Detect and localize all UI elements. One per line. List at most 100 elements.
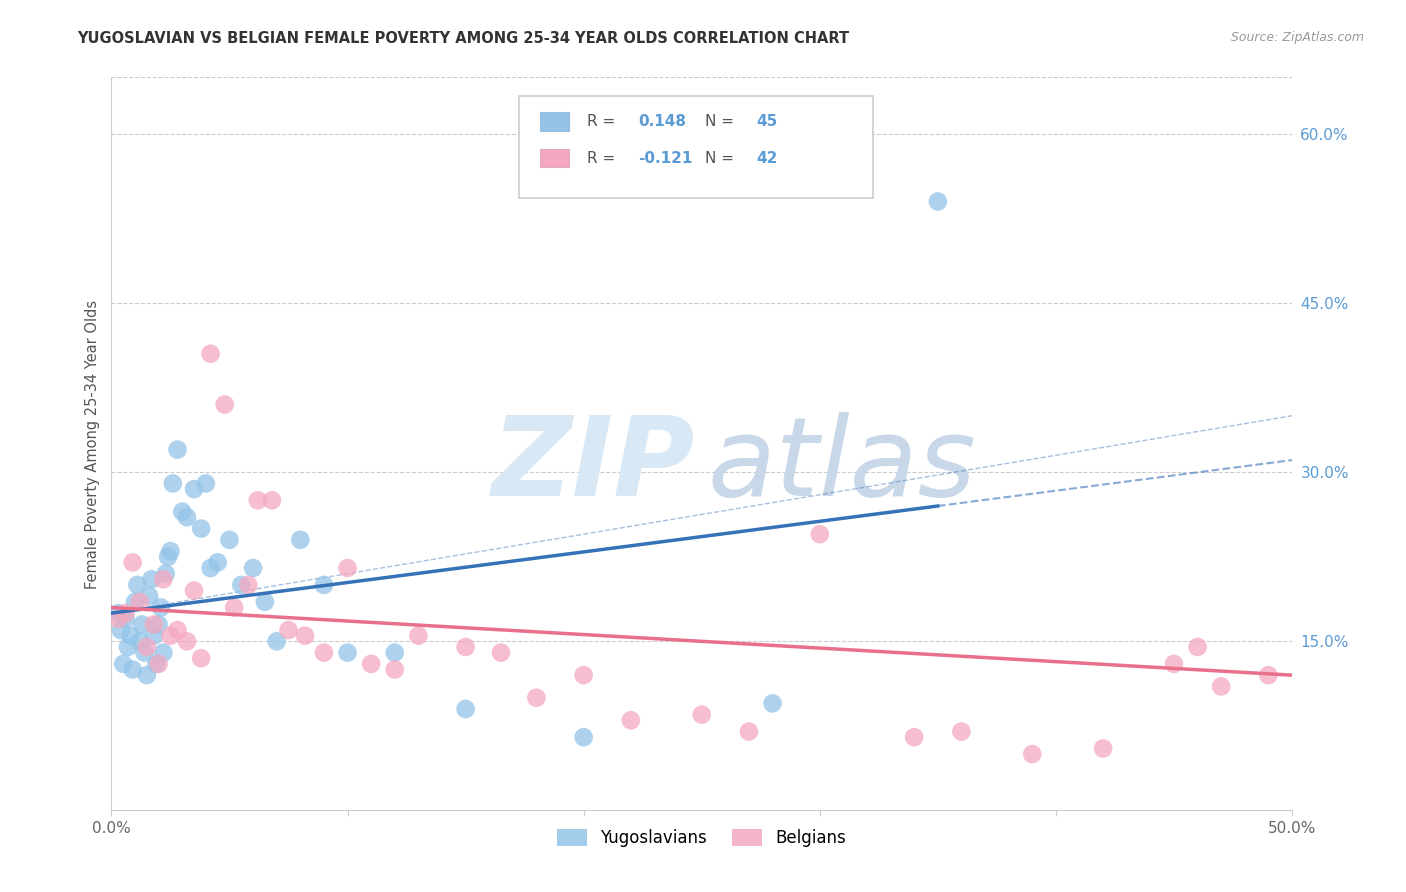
Point <box>238 578 260 592</box>
Point <box>128 634 150 648</box>
Point <box>224 600 246 615</box>
Point <box>145 657 167 671</box>
Point <box>454 702 477 716</box>
Point <box>124 595 146 609</box>
Point <box>183 482 205 496</box>
Point <box>190 522 212 536</box>
Point <box>808 527 831 541</box>
Point <box>927 194 949 209</box>
Point <box>266 634 288 648</box>
Point <box>176 634 198 648</box>
Point <box>166 442 188 457</box>
Point <box>200 347 222 361</box>
Point <box>155 566 177 581</box>
Point <box>127 578 149 592</box>
Point <box>138 589 160 603</box>
Text: N =: N = <box>706 151 740 166</box>
Text: N =: N = <box>706 114 740 129</box>
Point <box>114 612 136 626</box>
FancyBboxPatch shape <box>540 112 569 130</box>
Point <box>408 629 430 643</box>
Point <box>152 572 174 586</box>
Point <box>135 668 157 682</box>
Point <box>157 549 180 564</box>
Point <box>1021 747 1043 761</box>
Point <box>166 623 188 637</box>
Point <box>246 493 269 508</box>
Point <box>572 730 595 744</box>
Text: ZIP: ZIP <box>492 412 696 519</box>
Text: 45: 45 <box>756 114 778 129</box>
Point <box>162 476 184 491</box>
Point <box>141 572 163 586</box>
Point <box>152 646 174 660</box>
Point <box>218 533 240 547</box>
Point <box>260 493 283 508</box>
Point <box>950 724 973 739</box>
Point <box>148 617 170 632</box>
Point <box>489 646 512 660</box>
Text: R =: R = <box>588 151 620 166</box>
Point <box>142 617 165 632</box>
Point <box>903 730 925 744</box>
Point <box>360 657 382 671</box>
Point <box>120 629 142 643</box>
Point <box>200 561 222 575</box>
Text: -0.121: -0.121 <box>638 151 692 166</box>
Point <box>190 651 212 665</box>
Legend: Yugoslavians, Belgians: Yugoslavians, Belgians <box>550 822 853 854</box>
Point <box>572 668 595 682</box>
Point <box>384 663 406 677</box>
Point <box>176 510 198 524</box>
Text: 42: 42 <box>756 151 778 166</box>
Point <box>1257 668 1279 682</box>
Point <box>142 629 165 643</box>
Point <box>114 606 136 620</box>
Point <box>207 555 229 569</box>
Point <box>183 583 205 598</box>
Point <box>117 640 139 654</box>
Point <box>148 657 170 671</box>
Point <box>172 505 194 519</box>
Point <box>150 600 173 615</box>
Point <box>107 612 129 626</box>
Text: Source: ZipAtlas.com: Source: ZipAtlas.com <box>1230 31 1364 45</box>
Point <box>134 646 156 660</box>
Point <box>112 657 135 671</box>
FancyBboxPatch shape <box>519 95 873 198</box>
Point <box>231 578 253 592</box>
Point <box>336 561 359 575</box>
Point <box>159 544 181 558</box>
Point <box>242 561 264 575</box>
Point <box>454 640 477 654</box>
Point <box>1163 657 1185 671</box>
Point <box>312 578 335 592</box>
Point <box>121 663 143 677</box>
Point <box>336 646 359 660</box>
Point <box>294 629 316 643</box>
Point <box>194 476 217 491</box>
Point <box>121 555 143 569</box>
Point <box>131 617 153 632</box>
Point <box>110 623 132 637</box>
Point <box>159 629 181 643</box>
Y-axis label: Female Poverty Among 25-34 Year Olds: Female Poverty Among 25-34 Year Olds <box>86 300 100 589</box>
Point <box>620 713 643 727</box>
Point <box>690 707 713 722</box>
Point <box>290 533 312 547</box>
Point <box>1092 741 1115 756</box>
Text: YUGOSLAVIAN VS BELGIAN FEMALE POVERTY AMONG 25-34 YEAR OLDS CORRELATION CHART: YUGOSLAVIAN VS BELGIAN FEMALE POVERTY AM… <box>77 31 849 46</box>
Point <box>128 595 150 609</box>
Text: R =: R = <box>588 114 620 129</box>
Text: atlas: atlas <box>707 412 976 519</box>
Point <box>738 724 761 739</box>
Point <box>526 690 548 705</box>
Point <box>384 646 406 660</box>
Point <box>312 646 335 660</box>
Text: 0.148: 0.148 <box>638 114 686 129</box>
Point <box>761 697 783 711</box>
Point <box>1187 640 1209 654</box>
Point <box>107 606 129 620</box>
Point <box>1211 680 1233 694</box>
Point <box>277 623 299 637</box>
